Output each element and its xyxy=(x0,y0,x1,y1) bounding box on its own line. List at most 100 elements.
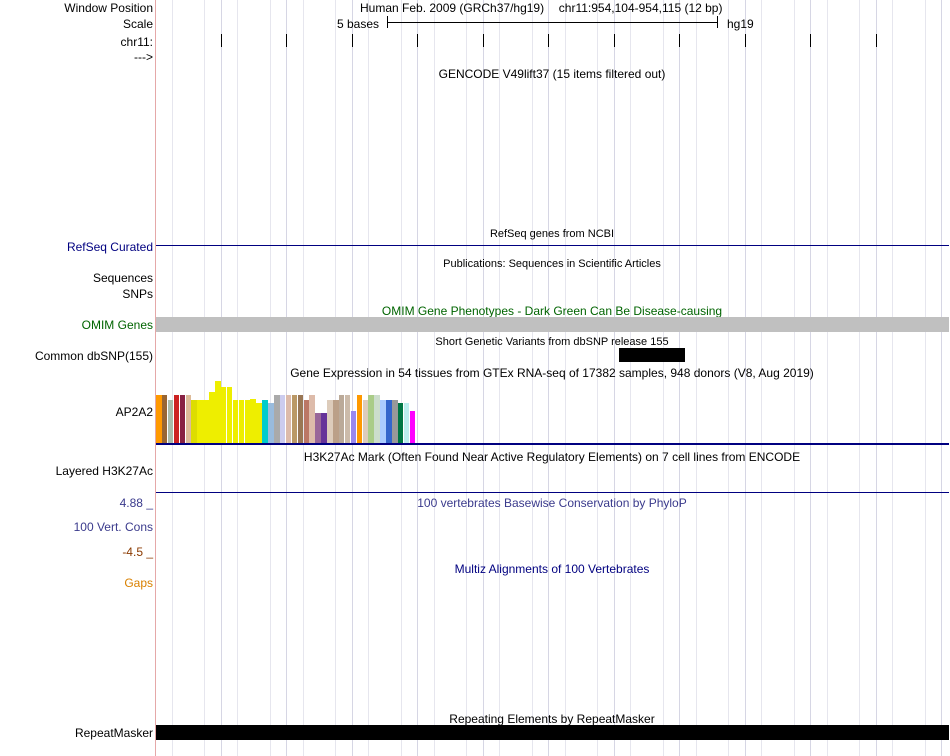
publications-sequences-label[interactable]: Sequences xyxy=(92,271,153,285)
gtex-gene-label[interactable]: AP2A2 xyxy=(115,405,153,419)
h3k27ac-label[interactable]: Layered H3K27Ac xyxy=(55,464,153,478)
grid-line xyxy=(745,0,746,756)
phylop-graph[interactable] xyxy=(156,520,949,550)
gtex-tissue-bar[interactable] xyxy=(191,400,197,443)
gtex-tissue-bar[interactable] xyxy=(403,403,410,443)
ruler-tick xyxy=(417,34,418,47)
gtex-tissue-bar[interactable] xyxy=(374,395,380,443)
gtex-tissue-bar[interactable] xyxy=(226,387,233,443)
gtex-tissue-bar[interactable] xyxy=(232,400,239,443)
grid-line xyxy=(401,0,402,756)
repeatmasker-label[interactable]: RepeatMasker xyxy=(74,726,153,740)
h3k27ac-baseline xyxy=(156,492,949,493)
gtex-tissue-bar[interactable] xyxy=(380,400,386,443)
gtex-tissue-bar[interactable] xyxy=(185,395,191,443)
gtex-tissue-bar[interactable] xyxy=(338,395,345,443)
gtex-tissue-bar[interactable] xyxy=(262,400,268,443)
gtex-tissue-bar[interactable] xyxy=(321,413,327,443)
dbsnp-label[interactable]: Common dbSNP(155) xyxy=(34,349,153,363)
gtex-barchart[interactable] xyxy=(156,380,556,443)
gtex-tissue-bar[interactable] xyxy=(203,400,209,443)
grid-line xyxy=(204,0,205,756)
scale-db: hg19 xyxy=(727,17,754,31)
ruler-tick xyxy=(548,34,549,47)
gtex-tissue-bar[interactable] xyxy=(350,411,357,443)
gtex-tissue-bar[interactable] xyxy=(238,400,245,443)
gtex-tissue-bar[interactable] xyxy=(344,395,351,443)
publications-snps-label[interactable]: SNPs xyxy=(122,287,153,301)
grid-line xyxy=(237,0,238,756)
grid-line xyxy=(794,0,795,756)
label-divider[interactable] xyxy=(155,0,156,756)
ruler-tick xyxy=(286,34,287,47)
refseq-gene-line[interactable] xyxy=(156,245,949,246)
gtex-tissue-bar[interactable] xyxy=(303,400,309,443)
ruler-tick xyxy=(221,34,222,47)
gtex-tissue-bar[interactable] xyxy=(167,400,174,443)
ruler-tick xyxy=(745,34,746,47)
gtex-tissue-bar[interactable] xyxy=(409,411,416,443)
gtex-tissue-bar[interactable] xyxy=(268,403,274,443)
gtex-tissue-bar[interactable] xyxy=(161,395,168,443)
gtex-tissue-bar[interactable] xyxy=(397,403,404,443)
refseq-label[interactable]: RefSeq Curated xyxy=(66,240,153,254)
grid-line xyxy=(679,0,680,756)
gtex-tissue-bar[interactable] xyxy=(285,395,292,443)
gtex-tissue-bar[interactable] xyxy=(362,400,368,443)
gtex-tissue-bar[interactable] xyxy=(386,400,392,443)
grid-line xyxy=(859,0,860,756)
chrom-label: chr11: xyxy=(120,35,153,49)
gtex-tissue-bar[interactable] xyxy=(220,387,227,443)
gtex-tissue-bar[interactable] xyxy=(315,413,321,443)
grid-line xyxy=(352,0,353,756)
assembly-title[interactable]: Human Feb. 2009 (GRCh37/hg19) chr11:954,… xyxy=(360,1,722,15)
grid-line xyxy=(270,0,271,756)
grid-line xyxy=(630,0,631,756)
gtex-tissue-bar[interactable] xyxy=(173,395,180,443)
grid-line xyxy=(548,0,549,756)
grid-line xyxy=(417,0,418,756)
position-range: chr11:954,104-954,115 (12 bp) xyxy=(558,1,723,15)
gtex-tissue-bar[interactable] xyxy=(209,392,215,443)
scale-text: 5 bases xyxy=(337,17,380,31)
grid-line xyxy=(827,0,828,756)
omim-label[interactable]: OMIM Genes xyxy=(81,318,153,332)
gtex-tissue-bar[interactable] xyxy=(356,395,363,443)
repeatmasker-element[interactable] xyxy=(156,725,949,740)
gtex-tissue-bar[interactable] xyxy=(291,395,298,443)
gtex-tissue-bar[interactable] xyxy=(392,400,398,443)
grid-line xyxy=(532,0,533,756)
grid-line xyxy=(696,0,697,756)
gtex-tissue-bar[interactable] xyxy=(327,400,333,443)
gtex-tissue-bar[interactable] xyxy=(309,395,315,443)
phylop-label[interactable]: 100 Vert. Cons xyxy=(73,520,153,534)
phylop-min: -4.5 _ xyxy=(122,545,153,559)
gtex-tissue-bar[interactable] xyxy=(244,400,250,443)
grid-line xyxy=(335,0,336,756)
gtex-tissue-bar[interactable] xyxy=(256,403,262,443)
gtex-tissue-bar[interactable] xyxy=(274,395,280,443)
grid-line xyxy=(499,0,500,756)
gtex-tissue-bar[interactable] xyxy=(279,395,286,443)
assembly-text: Human Feb. 2009 (GRCh37/hg19) xyxy=(360,1,545,15)
omim-title: OMIM Gene Phenotypes - Dark Green Can Be… xyxy=(381,304,723,318)
window-position-label: Window Position xyxy=(64,1,153,15)
gtex-tissue-bar[interactable] xyxy=(179,395,186,443)
gtex-tissue-bar[interactable] xyxy=(297,395,304,443)
gtex-tissue-bar[interactable] xyxy=(368,395,374,443)
omim-feature-bar[interactable] xyxy=(156,317,949,332)
grid-line xyxy=(565,0,566,756)
repeatmasker-title: Repeating Elements by RepeatMasker xyxy=(449,712,655,726)
ruler-tick xyxy=(876,34,877,47)
grid-line xyxy=(728,0,729,756)
grid-line xyxy=(941,0,942,756)
gtex-tissue-bar[interactable] xyxy=(156,395,162,443)
gtex-tissue-bar[interactable] xyxy=(250,399,256,443)
gtex-tissue-bar[interactable] xyxy=(333,400,339,443)
gtex-tissue-bar[interactable] xyxy=(215,381,221,443)
multiz-gaps-label[interactable]: Gaps xyxy=(124,576,153,590)
gtex-tissue-bar[interactable] xyxy=(197,400,203,443)
dbsnp-variant[interactable] xyxy=(619,348,685,362)
strand-label: ---> xyxy=(134,50,153,64)
publications-title: Publications: Sequences in Scientific Ar… xyxy=(443,258,661,270)
